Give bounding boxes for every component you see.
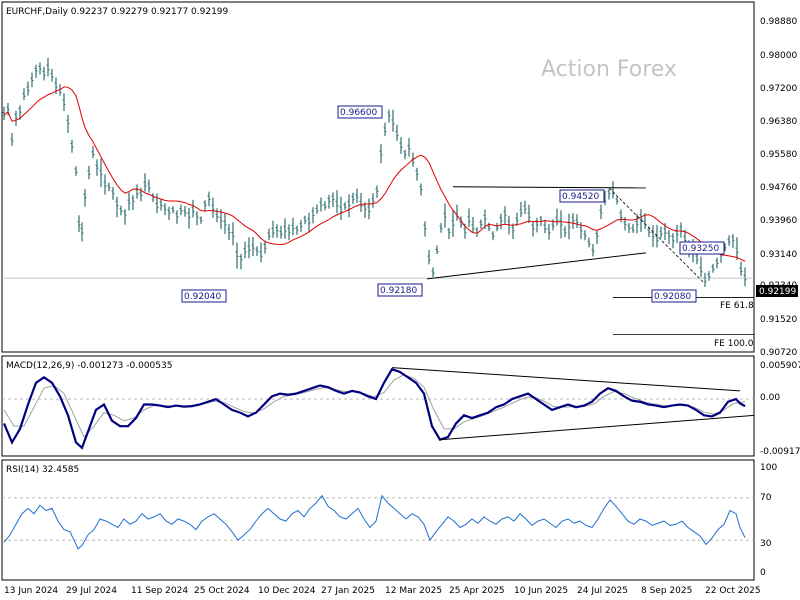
current-price-tag [756, 285, 798, 297]
macd-upper-trendline [391, 367, 741, 392]
price-tick: 0.95580 [760, 150, 797, 160]
annotations: 0.96600 0.94520 0.93250 0.92040 0.92180 … [181, 105, 754, 349]
macd-line [2, 367, 746, 450]
time-tick: 25 Apr 2025 [449, 586, 505, 596]
current-price-label: 0.92199 [759, 287, 796, 297]
time-axis: 13 Jun 2024 29 Jul 2024 11 Sep 2024 25 O… [4, 586, 761, 596]
time-tick: 8 Sep 2025 [641, 586, 692, 596]
annotation-box [651, 289, 697, 303]
fe-label: FE 61.8 [720, 301, 754, 311]
annotation-box [337, 105, 383, 119]
rsi-tick: 0 [760, 568, 766, 578]
macd-tick: 0.00 [760, 393, 780, 403]
annotation-box [559, 189, 605, 203]
time-tick: 12 Mar 2025 [385, 586, 442, 596]
time-tick: 10 Jun 2025 [514, 586, 568, 596]
price-tick: 0.93140 [760, 250, 797, 260]
lower-channel-line [426, 252, 647, 280]
moving-average-line [3, 86, 746, 262]
price-tick: 0.97200 [760, 84, 797, 94]
price-tick: 0.98880 [760, 17, 797, 27]
price-series [2, 57, 754, 335]
price-panel-frame [1, 1, 755, 353]
time-tick: 11 Sep 2024 [131, 586, 188, 596]
price-header: EURCHF,Daily 0.92237 0.92279 0.92177 0.9… [6, 7, 229, 17]
macd-tick: -0.009175 [760, 447, 800, 457]
annotation-label: 0.94520 [562, 192, 599, 202]
time-tick: 13 Jun 2024 [4, 586, 58, 596]
watermark: Action Forex [541, 57, 677, 82]
annotation-box [679, 241, 725, 255]
macd-lower-trendline [439, 414, 755, 441]
annotation-box [377, 283, 423, 297]
macd-series [2, 367, 755, 450]
rsi-tick: 30 [760, 539, 772, 549]
upper-channel-line [452, 186, 647, 189]
rsi-tick: 100 [760, 463, 777, 473]
macd-panel-frame [1, 355, 755, 457]
time-tick: 22 Oct 2025 [705, 586, 761, 596]
annotation-label: 0.96600 [340, 108, 377, 118]
price-tick: 0.98000 [760, 51, 797, 61]
rsi-panel-frame [1, 459, 755, 581]
price-tick: 0.96380 [760, 117, 797, 127]
price-tick: 0.94760 [760, 183, 797, 193]
dashed-projection-line [608, 187, 705, 284]
price-axis: 0.98880 0.98000 0.97200 0.96380 0.95580 … [760, 17, 797, 358]
rsi-line [3, 494, 746, 550]
annotation-label: 0.92180 [380, 286, 417, 296]
time-tick: 25 Oct 2024 [194, 586, 250, 596]
time-tick: 27 Jan 2025 [321, 586, 375, 596]
price-tick: 0.91520 [760, 315, 797, 325]
annotation-label: 0.92040 [184, 292, 221, 302]
price-tick: 0.90720 [760, 348, 797, 358]
macd-tick: 0.005907 [760, 361, 800, 371]
macd-header: MACD(12,26,9) -0.001273 -0.000535 [6, 361, 172, 371]
rsi-series [2, 494, 754, 550]
time-tick: 24 Jul 2025 [577, 586, 628, 596]
time-tick: 29 Jul 2024 [66, 586, 117, 596]
rsi-tick: 70 [760, 493, 772, 503]
annotation-box [181, 289, 227, 303]
fe-label: FE 100.0 [714, 339, 754, 349]
rsi-header: RSI(14) 32.4585 [6, 465, 79, 475]
annotation-label: 0.93250 [682, 244, 719, 254]
annotation-label: 0.92080 [654, 292, 691, 302]
time-tick: 10 Dec 2024 [258, 586, 316, 596]
price-tick: 0.93960 [760, 216, 797, 226]
